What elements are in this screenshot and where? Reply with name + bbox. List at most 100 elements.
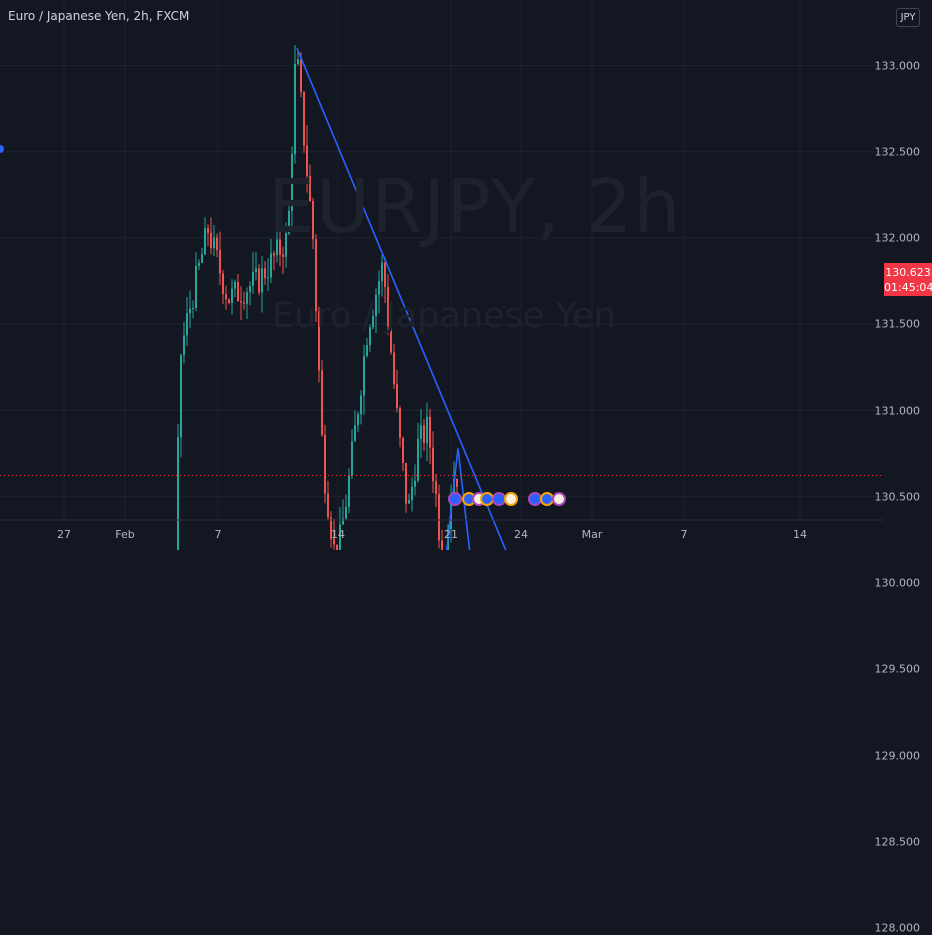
candle-body	[342, 518, 344, 525]
candle-body	[288, 210, 290, 234]
candle-body	[399, 408, 401, 438]
y-tick-label: 133.000	[874, 59, 921, 72]
y-tick-label: 132.000	[874, 231, 921, 245]
candle-body	[390, 326, 392, 353]
candle-body	[333, 538, 335, 545]
projection-arrow	[445, 448, 471, 550]
candle-body	[378, 281, 380, 295]
candle-body	[294, 64, 296, 155]
candle-body	[417, 438, 419, 481]
candle-body	[384, 262, 386, 287]
candle-body	[246, 292, 248, 304]
candle-body	[240, 301, 242, 303]
candle-body	[423, 425, 425, 444]
candle-body	[348, 475, 350, 507]
y-tick-label: 131.500	[874, 317, 921, 331]
x-tick-label: Feb	[115, 528, 135, 541]
candle-body	[387, 286, 389, 327]
currency-button[interactable]: JPY	[896, 8, 920, 27]
candle-body	[276, 239, 278, 256]
candle-body	[201, 254, 203, 263]
chart-title: Euro / Japanese Yen, 2h, FXCM	[8, 9, 190, 23]
candle-body	[237, 281, 239, 302]
candle-body	[234, 281, 236, 289]
candle-body	[267, 277, 269, 279]
candle-body	[357, 414, 359, 426]
candle-body	[408, 500, 410, 504]
candle-body	[195, 265, 197, 308]
chart-grid	[0, 0, 884, 520]
candle-body	[396, 384, 398, 409]
event-marker-icon[interactable]	[504, 492, 518, 506]
candle-body	[321, 370, 323, 435]
candle-body	[366, 345, 368, 357]
candle-body	[213, 237, 215, 249]
candle-body	[207, 228, 209, 233]
candle-body	[315, 239, 317, 312]
x-tick-label: 14	[793, 528, 807, 541]
candle-body	[306, 145, 308, 176]
candle-body	[189, 308, 191, 314]
candle-body	[252, 271, 254, 286]
x-tick-label: Mar	[581, 528, 603, 541]
y-tick-label: 132.500	[874, 145, 921, 159]
candle-body	[183, 335, 185, 356]
candle-body	[177, 437, 179, 550]
event-marker-icon[interactable]	[448, 492, 462, 506]
x-tick-label: 14	[331, 528, 345, 541]
candle-body	[300, 59, 302, 93]
candle-body	[204, 228, 206, 255]
candle-body	[198, 262, 200, 266]
candle-body	[264, 268, 266, 279]
y-tick-label: 129.000	[874, 749, 921, 762]
candle-body	[414, 480, 416, 487]
candle-body	[441, 540, 443, 550]
candle-body	[456, 478, 458, 487]
candle-body	[360, 395, 362, 415]
candle-body	[297, 59, 299, 65]
y-tick-label: 129.500	[874, 662, 921, 676]
candle-body	[285, 233, 287, 257]
candle-body	[426, 416, 428, 444]
candle-body	[345, 506, 347, 519]
candle-body	[243, 302, 245, 304]
candle-body	[273, 253, 275, 256]
last-price-tag: 130.623 01:45:04	[884, 263, 932, 296]
candle-body	[369, 327, 371, 346]
candle-body	[432, 447, 434, 482]
candle-body	[393, 352, 395, 385]
candle-body	[354, 425, 356, 442]
candle-body	[249, 285, 251, 293]
candle-body	[429, 416, 431, 448]
candle-body	[219, 250, 221, 274]
last-price-value: 130.623	[885, 266, 931, 279]
event-marker-icon[interactable]	[552, 492, 566, 506]
candle-body	[180, 355, 182, 438]
candle-body	[375, 294, 377, 317]
candle-body	[228, 299, 230, 304]
x-tick-label: 27	[57, 528, 71, 541]
candle-body	[186, 313, 188, 336]
candle-body	[339, 524, 341, 550]
candle-body	[318, 311, 320, 371]
scroll-handle[interactable]	[0, 145, 4, 153]
x-tick-label: 7	[680, 528, 688, 541]
candle-body	[324, 434, 326, 494]
candle-body	[402, 437, 404, 463]
candle-body	[231, 288, 233, 304]
candle-body	[270, 253, 272, 278]
price-chart[interactable]	[0, 0, 932, 550]
y-tick-label: 131.000	[874, 404, 921, 417]
candle-body	[312, 200, 314, 240]
watermark-symbol: EURJPY, 2h	[268, 164, 682, 250]
candle-body	[351, 441, 353, 476]
candle-body	[330, 517, 332, 539]
x-tick-label: 24	[514, 528, 528, 541]
candle-body	[438, 493, 440, 541]
candle-body	[216, 237, 218, 251]
y-tick-label: 128.000	[874, 921, 921, 935]
candle-body	[255, 268, 257, 272]
candle-body	[279, 239, 281, 255]
candle-body	[210, 232, 212, 249]
y-tick-label: 128.500	[874, 835, 921, 849]
